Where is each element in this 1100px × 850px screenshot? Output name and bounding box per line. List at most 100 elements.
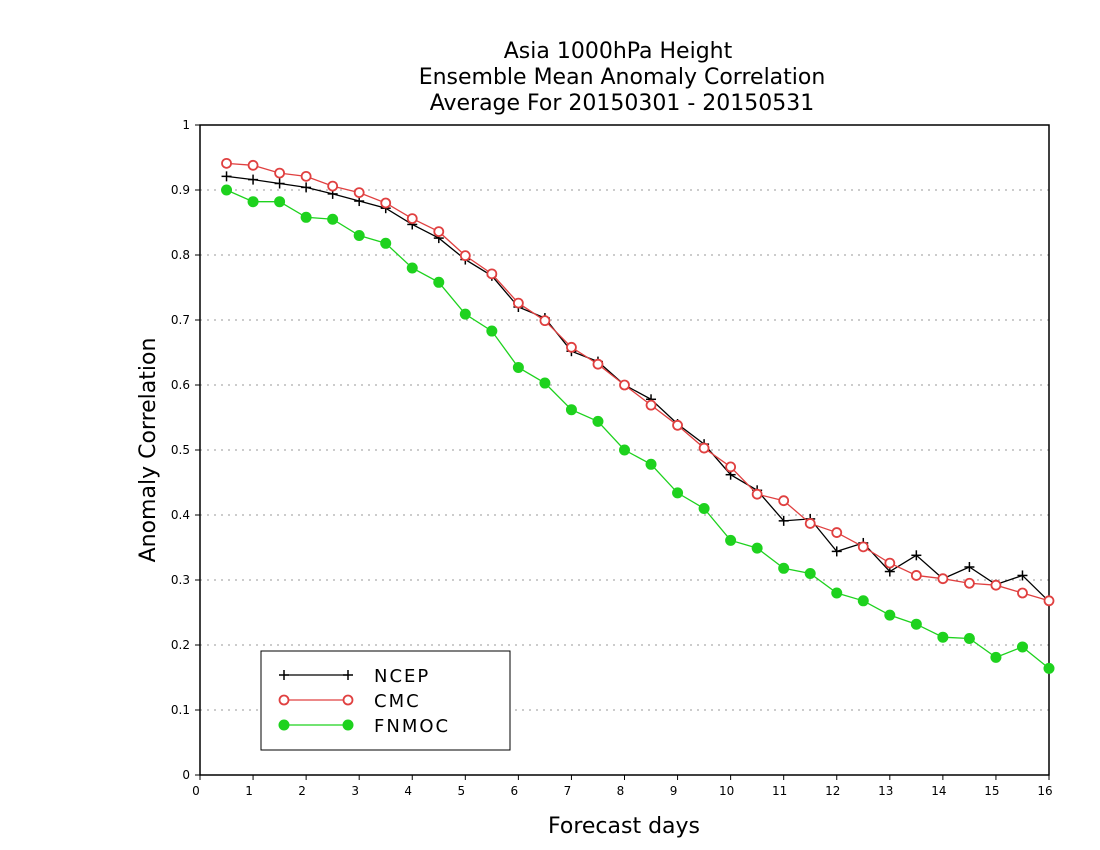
y-tick-label-2: 0.2	[171, 638, 190, 652]
point-fnmoc-28	[963, 633, 975, 644]
point-fnmoc-3	[300, 211, 312, 223]
point-fnmoc-9	[459, 308, 471, 320]
point-ncep-21	[778, 515, 789, 526]
y-tick-label-7: 0.7	[171, 313, 190, 327]
legend-label-ncep: NCEP	[374, 666, 430, 687]
point-fnmoc-5	[353, 230, 365, 241]
point-fnmoc-2	[274, 196, 286, 208]
point-fnmoc-22	[804, 568, 816, 579]
series-fnmoc	[221, 184, 1055, 674]
point-fnmoc-12	[539, 377, 551, 389]
legend: NCEP CMC FNMOC	[260, 650, 511, 751]
point-ncep-1	[248, 174, 259, 185]
x-tick-label-3: 3	[351, 784, 359, 798]
point-fnmoc-26	[910, 618, 922, 630]
y-ticks: 0 0.1 0.2 0.3 0.4 0.5 0.6 0.7 0.8 0.9 1	[171, 118, 200, 782]
x-tick-label-12: 12	[825, 784, 840, 798]
x-tick-label-15: 15	[984, 784, 999, 798]
point-cmc-3	[300, 170, 312, 182]
legend-marker-right	[343, 670, 353, 680]
point-ncep-30	[1017, 570, 1028, 581]
point-fnmoc-8	[433, 276, 445, 288]
point-cmc-15	[619, 379, 630, 391]
point-ncep-2	[274, 178, 285, 189]
point-cmc-26	[910, 570, 922, 581]
point-fnmoc-14	[592, 415, 604, 427]
point-cmc-17	[672, 419, 683, 431]
point-fnmoc-29	[990, 651, 1002, 663]
point-fnmoc-20	[751, 542, 763, 554]
point-fnmoc-25	[884, 609, 896, 621]
x-tick-label-6: 6	[511, 784, 519, 798]
point-cmc-31	[1043, 595, 1055, 607]
x-tick-label-0: 0	[192, 784, 200, 798]
point-fnmoc-18	[698, 503, 710, 514]
x-axis-label: Forecast days	[548, 814, 700, 839]
point-cmc-6	[380, 197, 392, 209]
point-ncep-23	[831, 546, 842, 557]
x-tick-label-10: 10	[719, 784, 734, 798]
point-cmc-29	[990, 579, 1002, 591]
point-cmc-13	[566, 341, 577, 353]
point-ncep-28	[964, 562, 975, 572]
point-fnmoc-6	[380, 237, 392, 249]
x-tick-label-7: 7	[564, 784, 572, 798]
title-line-3: Average For 20150301 - 20150531	[430, 91, 815, 116]
point-cmc-11	[512, 297, 524, 309]
point-fnmoc-21	[778, 562, 790, 574]
point-fnmoc-7	[406, 262, 418, 274]
y-tick-label-4: 0.4	[171, 508, 190, 522]
chart-title: Asia 1000hPa Height Ensemble Mean Anomal…	[419, 39, 826, 116]
x-tick-label-1: 1	[245, 784, 253, 798]
point-cmc-8	[433, 226, 445, 238]
legend-marker-left	[278, 694, 290, 706]
point-cmc-25	[884, 557, 896, 569]
x-ticks: 0 1 2 3 4 5 6 7 8 9 10 11 12 13 14 15 16	[192, 775, 1053, 798]
x-tick-label-4: 4	[404, 784, 412, 798]
y-tick-label-3: 0.3	[171, 573, 190, 587]
point-cmc-18	[698, 442, 710, 454]
legend-marker-left	[279, 670, 289, 680]
legend-item-ncep: NCEP	[279, 666, 430, 687]
point-cmc-10	[486, 268, 498, 280]
point-fnmoc-10	[486, 325, 498, 337]
gridlines	[200, 189, 1049, 711]
legend-marker-right	[342, 719, 354, 731]
point-cmc-21	[778, 495, 790, 507]
point-cmc-9	[459, 250, 471, 262]
y-axis-label: Anomaly Correlation	[136, 338, 161, 563]
x-tick-label-2: 2	[298, 784, 306, 798]
title-line-1: Asia 1000hPa Height	[504, 39, 733, 64]
x-tick-label-11: 11	[772, 784, 787, 798]
x-tick-label-13: 13	[878, 784, 893, 798]
legend-marker-right	[342, 694, 354, 706]
x-tick-label-5: 5	[457, 784, 465, 798]
point-fnmoc-1	[247, 196, 259, 208]
point-cmc-0	[221, 157, 232, 169]
point-cmc-12	[539, 315, 551, 327]
x-tick-label-9: 9	[670, 784, 678, 798]
point-fnmoc-19	[725, 534, 737, 546]
series-line-fnmoc	[226, 189, 1050, 669]
legend-marker-left	[278, 719, 290, 731]
point-cmc-28	[964, 577, 975, 589]
y-tick-label-8: 0.8	[171, 248, 190, 262]
y-tick-label-1: 0.1	[171, 703, 190, 717]
point-cmc-24	[857, 541, 869, 553]
y-tick-label-10: 1	[182, 118, 190, 132]
y-tick-label-9: 0.9	[171, 183, 190, 197]
series	[221, 157, 1055, 674]
legend-item-cmc: CMC	[278, 691, 419, 712]
point-fnmoc-17	[672, 487, 684, 499]
point-cmc-14	[592, 358, 604, 370]
point-cmc-2	[274, 167, 285, 179]
series-cmc	[221, 157, 1055, 607]
point-fnmoc-4	[327, 213, 339, 225]
point-cmc-20	[751, 488, 763, 500]
point-cmc-1	[247, 159, 259, 171]
point-cmc-7	[406, 213, 418, 225]
point-ncep-26	[911, 550, 922, 561]
legend-label-fnmoc: FNMOC	[374, 716, 450, 737]
title-line-2: Ensemble Mean Anomaly Correlation	[419, 65, 826, 90]
